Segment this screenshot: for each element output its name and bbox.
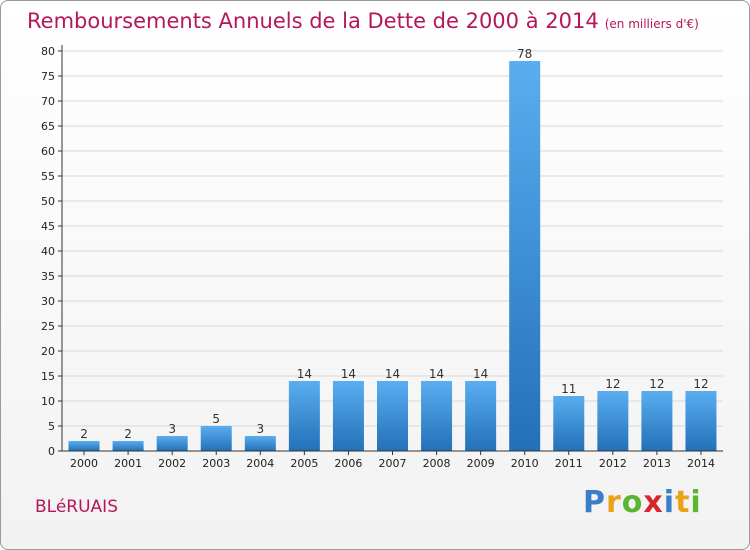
commune-name: BLéRUAIS	[35, 497, 118, 517]
data-label: 5	[212, 412, 220, 426]
bar-2013	[641, 391, 673, 451]
bar-2008	[421, 381, 453, 451]
x-tick-label: 2008	[423, 457, 451, 470]
data-label: 3	[256, 422, 264, 436]
y-tick-label: 55	[41, 170, 55, 183]
x-tick-label: 2010	[511, 457, 539, 470]
data-label: 14	[341, 367, 356, 381]
y-tick-label: 60	[41, 145, 55, 158]
logo-letter: x	[643, 485, 664, 520]
title-text: Remboursements Annuels de la Dette de 20…	[27, 9, 599, 33]
y-tick-label: 0	[48, 445, 55, 458]
data-labels: 2 2 3 5 3 14 14 14 14 14 78 11 12 12 12	[80, 47, 708, 441]
x-tick-label: 2012	[599, 457, 627, 470]
x-tick-label: 2009	[467, 457, 495, 470]
bar-2002	[156, 436, 188, 451]
y-tick-label: 65	[41, 120, 55, 133]
x-tick-label: 2002	[158, 457, 186, 470]
x-tick-label: 2011	[555, 457, 583, 470]
logo-letter: t	[675, 485, 691, 520]
logo-letter: P	[583, 485, 606, 520]
data-label: 11	[561, 382, 576, 396]
data-label: 12	[693, 377, 708, 391]
x-tick-label: 2001	[114, 457, 142, 470]
data-label: 3	[168, 422, 176, 436]
data-label: 2	[124, 427, 132, 441]
bar-2007	[377, 381, 408, 451]
bars	[68, 61, 717, 451]
y-tick-label: 50	[41, 195, 55, 208]
y-tick-label: 15	[41, 370, 55, 383]
y-tick-label: 30	[41, 295, 55, 308]
x-tick-label: 2013	[643, 457, 671, 470]
bar-2011	[553, 396, 585, 451]
y-tick-label: 45	[41, 220, 55, 233]
bar-2014	[685, 391, 717, 451]
bar-2000	[68, 441, 100, 451]
bar-2010	[509, 61, 541, 451]
x-tick-label: 2003	[202, 457, 230, 470]
y-tick-label: 75	[41, 70, 55, 83]
y-tick-label: 10	[41, 395, 55, 408]
y-tick-label: 20	[41, 345, 55, 358]
data-label: 14	[297, 367, 312, 381]
x-tick-label: 2007	[379, 457, 407, 470]
bar-2001	[112, 441, 144, 451]
y-tick-label: 40	[41, 245, 55, 258]
y-tick-label: 80	[41, 45, 55, 58]
data-label: 14	[429, 367, 444, 381]
bar-2003	[200, 426, 232, 451]
data-label: 12	[649, 377, 664, 391]
data-label: 12	[605, 377, 620, 391]
logo-letter: o	[621, 485, 644, 520]
data-label: 14	[473, 367, 488, 381]
bar-2005	[288, 381, 320, 451]
data-label: 2	[80, 427, 88, 441]
data-label: 14	[385, 367, 400, 381]
x-tick-label: 2000	[70, 457, 98, 470]
bar-2012	[597, 391, 629, 451]
logo-letter: i	[663, 485, 676, 520]
y-tick-label: 70	[41, 95, 55, 108]
bar-2009	[465, 381, 497, 451]
chart-title: Remboursements Annuels de la Dette de 20…	[27, 9, 699, 33]
title-unit: (en milliers d'€)	[604, 17, 699, 31]
y-tick-label: 35	[41, 270, 55, 283]
x-tick-label: 2005	[290, 457, 318, 470]
bar-2006	[332, 381, 364, 451]
x-tick-label: 2004	[246, 457, 274, 470]
data-label: 78	[517, 47, 532, 61]
x-tick-label: 2006	[334, 457, 362, 470]
bar-2004	[244, 436, 276, 451]
x-tick-label: 2014	[687, 457, 715, 470]
logo-letter: i	[690, 485, 702, 520]
y-tick-label: 5	[48, 420, 55, 433]
y-tick-label: 25	[41, 320, 55, 333]
proxiti-logo[interactable]: Proxiti	[583, 485, 702, 520]
logo-letter: r	[606, 485, 622, 520]
